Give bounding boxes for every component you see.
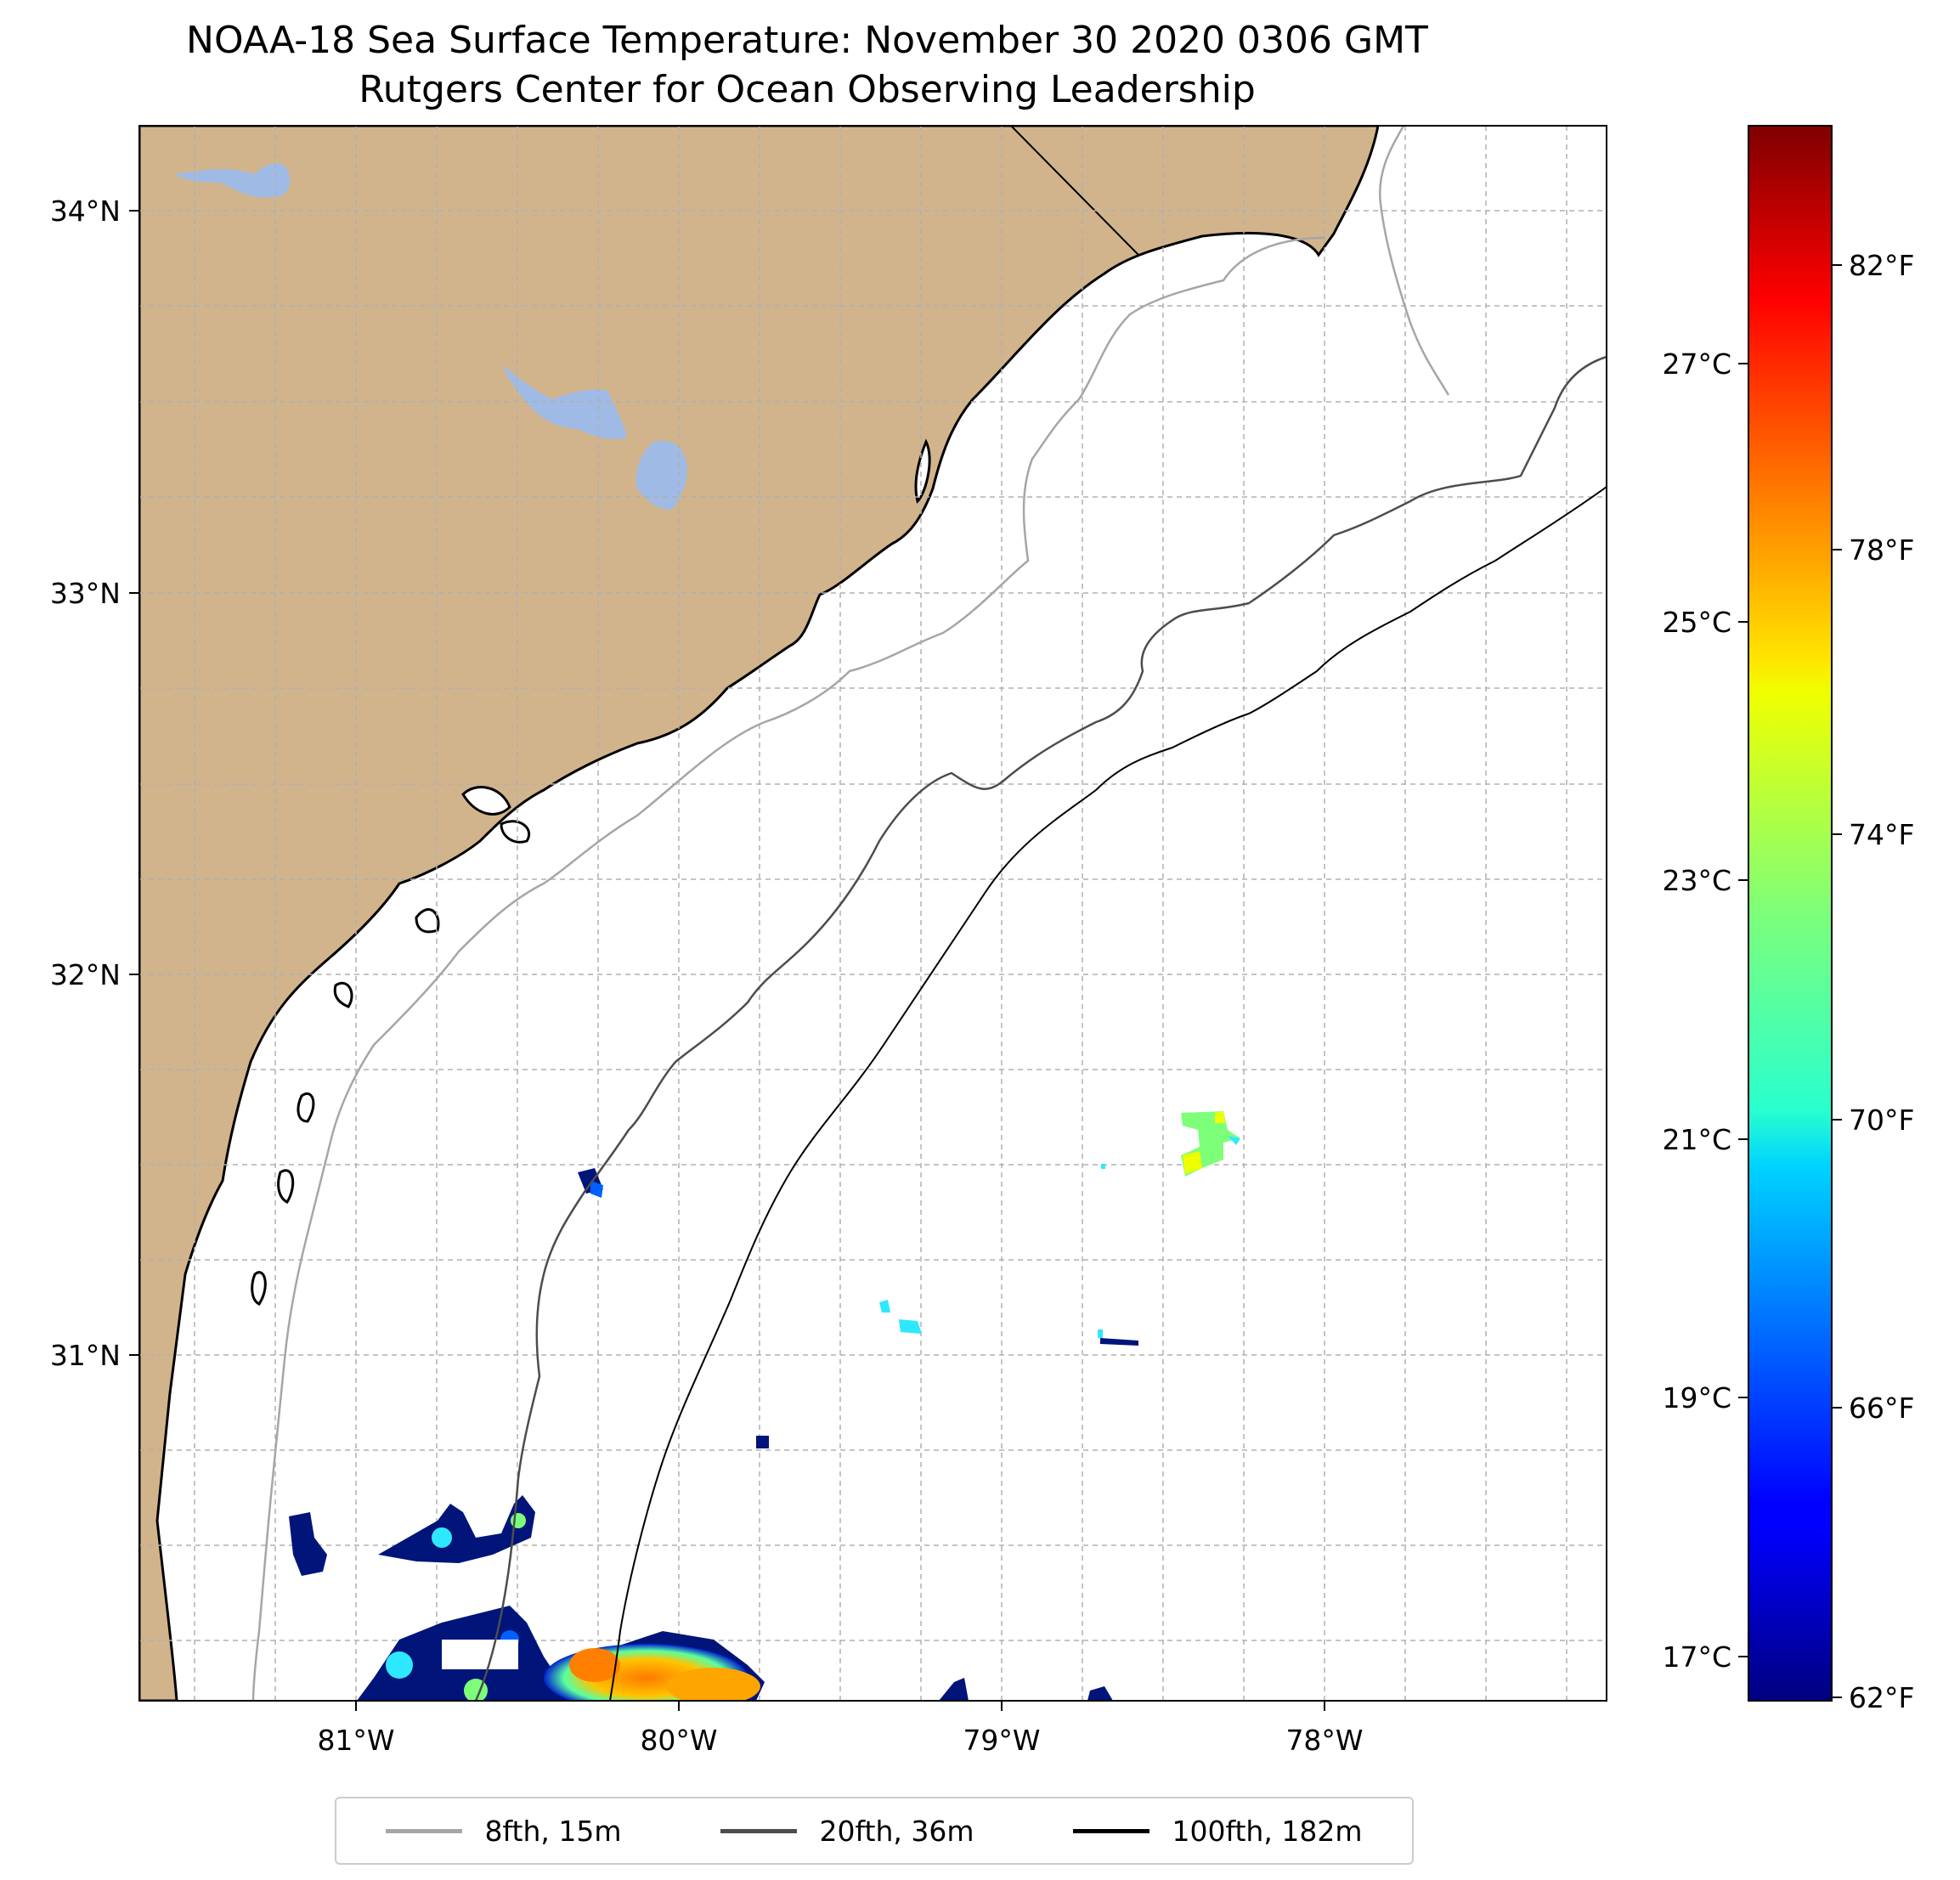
cbar-label-74f: 74°F xyxy=(1849,818,1914,851)
map-frame xyxy=(138,125,1607,1702)
state-border xyxy=(1010,126,1139,256)
isobath-8fth xyxy=(251,126,1450,1701)
legend-item-20fth: 20fth, 36m xyxy=(720,1815,974,1848)
cbar-label-66f: 66°F xyxy=(1849,1392,1914,1425)
coastal-islands xyxy=(251,438,931,1306)
cbar-label-78f: 78°F xyxy=(1849,534,1914,567)
legend-item-100fth: 100fth, 182m xyxy=(1073,1815,1362,1848)
legend-label-100fth: 100fth, 182m xyxy=(1172,1814,1363,1848)
legend-label-20fth: 20fth, 36m xyxy=(819,1814,974,1848)
isobath-100fth xyxy=(609,486,1607,1701)
lake-north xyxy=(174,162,291,198)
map-title: NOAA-18 Sea Surface Temperature: Novembe… xyxy=(186,19,1428,62)
colorbar xyxy=(1748,125,1833,1702)
cbar-label-19c: 19°C xyxy=(1662,1381,1731,1414)
lat-label-34n: 34°N xyxy=(50,195,121,228)
cbar-label-23c: 23°C xyxy=(1662,864,1731,897)
colorbar-ticks xyxy=(1738,264,1842,1698)
lat-label-33n: 33°N xyxy=(50,577,121,610)
isobath-20fth xyxy=(474,355,1607,1701)
land-mass xyxy=(139,126,1380,1701)
cbar-label-70f: 70°F xyxy=(1849,1104,1914,1137)
legend-item-8fth: 8fth, 15m xyxy=(386,1814,622,1848)
cbar-label-27c: 27°C xyxy=(1662,347,1731,381)
cbar-label-62f: 62°F xyxy=(1849,1681,1914,1714)
cbar-label-17c: 17°C xyxy=(1662,1640,1731,1674)
cbar-label-82f: 82°F xyxy=(1849,249,1914,282)
legend-swatch-20fth xyxy=(720,1828,798,1833)
legend-label-8fth: 8fth, 15m xyxy=(484,1814,622,1848)
isobath-legend: 8fth, 15m 20fth, 36m 100fth, 182m xyxy=(335,1797,1414,1865)
lat-label-32n: 32°N xyxy=(50,958,121,991)
lon-label-78w: 78°W xyxy=(1285,1724,1363,1757)
cbar-label-25c: 25°C xyxy=(1662,606,1731,639)
cbar-label-21c: 21°C xyxy=(1662,1123,1731,1156)
legend-swatch-8fth xyxy=(386,1828,463,1833)
lon-label-80w: 80°W xyxy=(640,1724,717,1757)
lon-label-79w: 79°W xyxy=(963,1724,1040,1757)
map-subtitle: Rutgers Center for Ocean Observing Leade… xyxy=(359,68,1256,111)
axis-ticks xyxy=(129,210,1325,1711)
lake-moultrie xyxy=(635,440,687,510)
sst-patches xyxy=(289,1111,1240,1701)
gridlines xyxy=(139,126,1607,1701)
legend-swatch-100fth xyxy=(1073,1828,1150,1833)
lat-label-31n: 31°N xyxy=(50,1339,121,1372)
lon-label-81w: 81°W xyxy=(317,1724,394,1757)
